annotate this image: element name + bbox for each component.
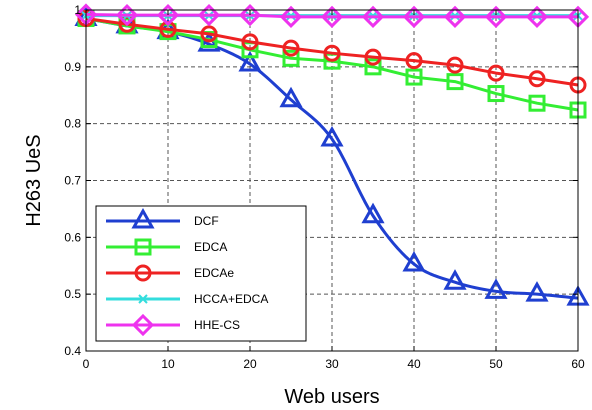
legend-item-dcf: DCF	[106, 207, 219, 229]
data-point-hhe-cs	[443, 5, 467, 28]
y-tick-label: 0.4	[64, 344, 81, 358]
data-point-hhe-cs	[320, 5, 344, 28]
data-point-edcae	[364, 48, 382, 66]
data-point-hhe-cs	[115, 3, 139, 27]
data-point-dcf	[238, 50, 262, 72]
x-tick-label: 50	[489, 357, 503, 371]
data-point-hhe-cs	[238, 3, 262, 27]
legend-item-hcca-edca: HCCA+EDCA	[106, 292, 268, 306]
x-tick-label: 20	[243, 357, 257, 371]
data-point-edca	[364, 58, 382, 76]
y-tick-label: 0.8	[64, 117, 81, 131]
data-point-dcf	[402, 250, 426, 272]
data-point-edcae	[118, 15, 136, 33]
data-point-hhe-cs	[156, 3, 180, 27]
x-axis-label: Web users	[284, 386, 379, 408]
data-point-edcae	[405, 52, 423, 70]
data-point-edca	[405, 68, 423, 86]
series-line-edcae	[85, 17, 579, 87]
x-tick-label: 30	[325, 357, 339, 371]
data-point-edca	[528, 94, 546, 112]
y-axis-label: H263 UeS	[23, 134, 45, 226]
y-tick-label: 0.9	[64, 60, 81, 74]
data-point-edcae	[323, 44, 341, 62]
legend-marker	[134, 264, 152, 282]
legend-label: HCCA+EDCA	[194, 292, 268, 306]
x-tick-label: 10	[161, 357, 175, 371]
data-point-dcf	[443, 269, 467, 290]
data-point-hhe-cs	[484, 5, 508, 28]
x-tick-label: 40	[407, 357, 421, 371]
x-tick-label: 0	[83, 357, 90, 371]
data-point-edcae	[446, 56, 464, 74]
legend: DCF EDCA EDCAe HCCA+EDCA HHE-CS	[95, 205, 307, 342]
data-point-hhe-cs	[525, 5, 549, 28]
data-point-hhe-cs	[197, 3, 221, 27]
data-point-edcae	[200, 25, 218, 43]
x-tick-label: 60	[571, 357, 585, 371]
series-hhe-cs	[74, 3, 590, 28]
data-point-edca	[446, 73, 464, 91]
legend-item-edca: EDCA	[106, 238, 227, 256]
data-point-hhe-cs	[402, 5, 426, 28]
legend-marker	[134, 238, 152, 256]
y-tick-label: 0.7	[64, 174, 81, 188]
y-tick-label: 0.6	[64, 230, 81, 244]
legend-label: EDCAe	[194, 266, 234, 280]
legend-label: EDCA	[194, 240, 227, 254]
legend-marker	[131, 207, 155, 229]
data-point-hhe-cs	[279, 5, 303, 28]
data-point-edcae	[241, 33, 259, 51]
legend-marker	[138, 294, 148, 304]
ticks: 0 10 20 30 40 50 60 0.4 0.5 0.6 0.7 0.8 0.9 1	[64, 3, 585, 371]
data-point-dcf	[484, 278, 508, 299]
y-tick-label: 1	[74, 3, 81, 17]
y-tick-label: 0.5	[64, 287, 81, 301]
data-point-edcae	[487, 64, 505, 82]
series-layer	[74, 3, 590, 306]
legend-marker	[131, 313, 155, 337]
series-edcae	[77, 10, 587, 94]
legend-item-hhe-cs: HHE-CS	[106, 313, 240, 337]
data-point-edca	[282, 49, 300, 67]
x-marker-stroke	[138, 294, 148, 304]
data-point-edcae	[528, 70, 546, 88]
data-point-dcf	[279, 86, 303, 108]
series-line-hhe-cs	[85, 13, 578, 19]
data-point-dcf	[320, 125, 344, 147]
data-point-edca	[487, 85, 505, 103]
legend-label: HHE-CS	[194, 318, 240, 332]
data-point-edcae	[282, 39, 300, 57]
data-point-dcf	[361, 202, 385, 224]
legend-item-edcae: EDCAe	[106, 264, 234, 282]
data-point-hhe-cs	[361, 5, 385, 28]
data-point-dcf	[525, 281, 549, 302]
legend-label: DCF	[194, 214, 219, 228]
